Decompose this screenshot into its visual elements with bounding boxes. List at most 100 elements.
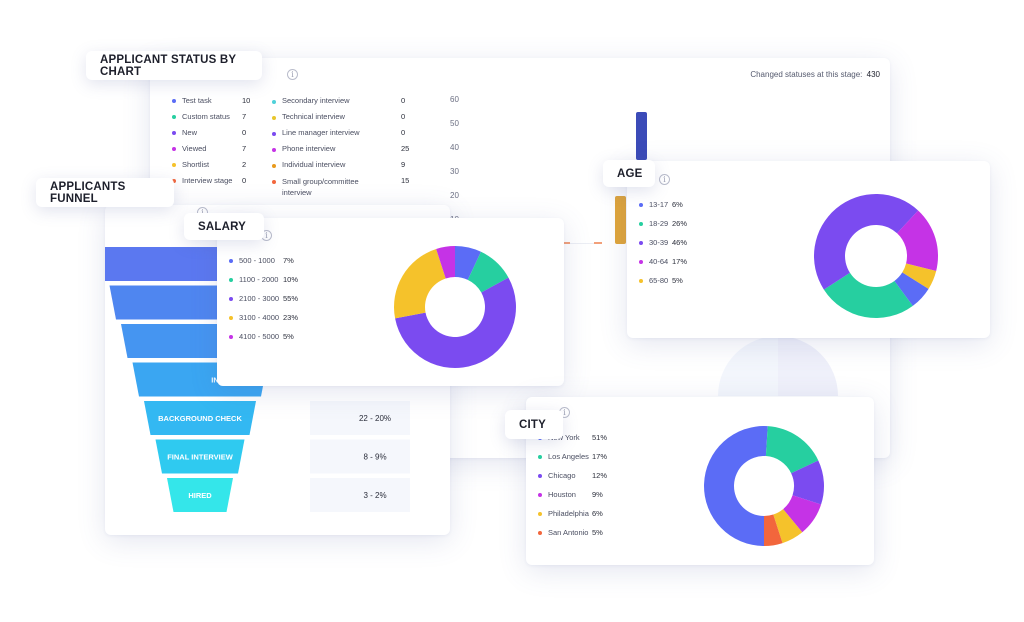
legend-dot-icon (229, 315, 233, 320)
background-pie (718, 336, 838, 396)
status-right-item: Technical interview (272, 112, 345, 121)
city-legend-label: Houston (548, 490, 576, 499)
status-left-item: New (172, 128, 197, 137)
bar-small (594, 242, 602, 244)
salary-legend-item: 500 - 1000 (229, 256, 275, 265)
city-legend-value: 5% (592, 528, 603, 537)
legend-dot-icon (272, 148, 276, 152)
legend-dot-icon (538, 454, 542, 459)
city-legend-label: Los Angeles (548, 452, 589, 461)
status-left-item: Custom status (172, 112, 230, 121)
salary-legend-value: 55% (283, 294, 299, 303)
age-legend-value: 5% (672, 276, 683, 285)
salary-legend-item: 3100 - 4000 (229, 313, 279, 322)
city-legend-value: 9% (592, 490, 603, 499)
status-right-label: Secondary interview (282, 96, 350, 105)
status-right-label: Technical interview (282, 112, 345, 121)
salary-legend-item: 4100 - 5000 (229, 332, 279, 341)
salary-slice-2100-3000[interactable] (395, 277, 516, 369)
city-donut-chart (704, 426, 824, 546)
legend-dot-icon (272, 100, 276, 104)
funnel-stage-label: BACKGROUND CHECK (158, 414, 242, 423)
bar-small (562, 242, 570, 244)
status-left-value: 0 (242, 128, 247, 137)
city-slice-los-angeles[interactable] (765, 426, 819, 474)
status-left-item: Test task (172, 96, 212, 105)
age-legend-label: 30-39 (649, 238, 669, 247)
legend-dot-icon (229, 277, 233, 282)
city-slice-houston[interactable] (783, 495, 822, 533)
changed-statuses-value: 430 (866, 70, 880, 79)
y-tick-label: 60 (450, 95, 459, 104)
age-legend-value: 17% (672, 257, 688, 266)
age-slice-65-80[interactable] (902, 263, 937, 289)
status-left-value: 2 (242, 160, 247, 169)
status-right-item: Phone interview (272, 144, 335, 153)
legend-dot-icon (538, 511, 542, 516)
age-slice-18-29[interactable] (823, 272, 913, 318)
city-legend-item: Chicago (538, 471, 576, 480)
age-legend-item: 30-39 (639, 238, 668, 247)
status-left-value: 10 (242, 96, 251, 105)
city-slice-san-antonio[interactable] (764, 514, 783, 546)
legend-dot-icon (538, 530, 542, 535)
legend-dot-icon (229, 296, 233, 301)
city-slice-philadelphia[interactable] (773, 509, 803, 544)
city-legend-value: 12% (592, 471, 608, 480)
status-right-value: 0 (401, 96, 406, 105)
salary-slice-3100-4000[interactable] (394, 248, 446, 319)
status-left-value: 7 (242, 144, 247, 153)
city-card: i New York 51% Los Angeles 17% Chicago 12% Hou… (526, 397, 874, 565)
status-left-label: Test task (182, 96, 212, 105)
salary-slice-1100-2000[interactable] (467, 251, 509, 293)
status-right-item: Small group/committee interview (272, 176, 370, 198)
age-slice-30-39[interactable] (814, 194, 919, 290)
legend-dot-icon (639, 202, 643, 207)
status-right-label: Individual interview (282, 160, 346, 169)
funnel-stage-label: HIRED (188, 491, 212, 500)
salary-legend-value: 5% (283, 332, 294, 341)
status-right-label: Line manager interview (282, 128, 360, 137)
funnel-stage[interactable] (167, 478, 233, 512)
age-legend-label: 18-29 (649, 219, 669, 228)
applicant-status-tag: APPLICANT STATUS BY CHART (86, 51, 262, 80)
city-legend-item: Los Angeles (538, 452, 589, 461)
age-legend-label: 65-80 (649, 276, 669, 285)
city-slice-chicago[interactable] (791, 460, 824, 505)
city-legend-value: 17% (592, 452, 608, 461)
city-legend-label: San Antonio (548, 528, 589, 537)
salary-slice-500-1000[interactable] (455, 246, 481, 280)
age-slice-13-17[interactable] (894, 272, 929, 306)
legend-dot-icon (272, 180, 276, 184)
status-right-value: 15 (401, 176, 410, 185)
status-left-label: Custom status (182, 112, 230, 121)
funnel-stage-value: 3 - 2% (363, 491, 386, 500)
status-right-value: 0 (401, 112, 406, 121)
info-icon[interactable]: i (659, 174, 670, 185)
funnel-stage[interactable] (155, 439, 245, 474)
salary-legend-value: 23% (283, 313, 299, 322)
city-slice-new-york[interactable] (704, 426, 768, 546)
salary-legend-label: 4100 - 5000 (239, 332, 280, 341)
salary-legend-label: 500 - 1000 (239, 256, 275, 265)
status-left-value: 7 (242, 112, 247, 121)
status-left-item: Shortlist (172, 160, 209, 169)
age-legend-value: 46% (672, 238, 688, 247)
city-legend-label: Chicago (548, 471, 576, 480)
salary-legend-item: 1100 - 2000 (229, 275, 278, 284)
salary-slice-4100-5000[interactable] (436, 246, 455, 279)
salary-legend-value: 10% (283, 275, 299, 284)
legend-dot-icon (639, 278, 643, 283)
city-legend-item: San Antonio (538, 528, 588, 537)
age-slice-40-64[interactable] (897, 210, 938, 271)
age-legend-item: 40-64 (639, 257, 668, 266)
legend-dot-icon (639, 259, 643, 264)
info-icon[interactable]: i (287, 69, 298, 80)
funnel-stage[interactable] (144, 401, 256, 435)
status-right-value: 0 (401, 128, 406, 137)
city-legend-label: Philadelphia (548, 509, 589, 518)
y-tick-label: 20 (450, 191, 459, 200)
legend-dot-icon (538, 473, 542, 478)
status-right-value: 25 (401, 144, 410, 153)
city-legend-value: 51% (592, 433, 608, 442)
